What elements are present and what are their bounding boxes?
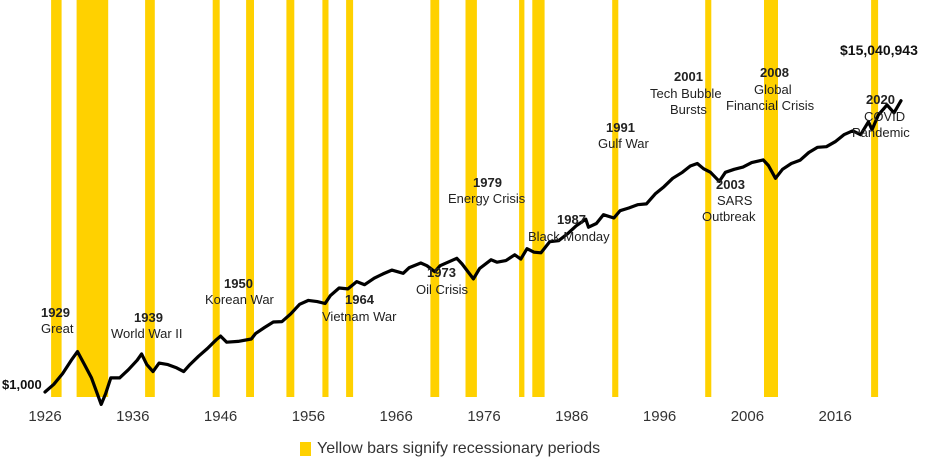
annotation-1979: 1979 Energy Crisis [448,175,526,206]
annotation-text: Korean War [205,292,275,307]
end-value-label: $15,040,943 [840,42,918,58]
annotation-1950: 1950 Korean War [205,276,275,307]
x-tick-label: 2006 [731,408,764,425]
x-tick-label: 1976 [467,408,500,425]
recession-bar [519,0,525,397]
annotation-year: 2020 [866,92,895,107]
recession-bar [286,0,295,397]
recession-bar [212,0,220,397]
annotation-text: Bursts [670,102,707,117]
annotation-2003: 2003 SARS Outbreak [702,177,756,224]
annotation-2001: 2001 Tech Bubble Bursts [650,69,722,117]
series-line [43,99,903,406]
annotation-year: 2003 [716,177,745,192]
annotation-year: 1950 [224,276,253,291]
annotation-text: Vietnam War [322,309,397,324]
x-tick-label: 1946 [204,408,237,425]
recession-bar [612,0,619,397]
annotation-2008: 2008 Global Financial Crisis [726,65,815,113]
x-tick-label: 2016 [819,408,852,425]
annotation-1929: 1929 Great [41,305,74,336]
annotation-year: 1987 [557,212,586,227]
x-axis-ticks: 1926 1936 1946 1956 1966 1976 1986 1996 2006 2016 [28,408,852,425]
annotation-year: 1973 [427,265,456,280]
legend-text: Yellow bars signify recessionary periods [317,440,601,457]
annotation-text: Financial Crisis [726,98,815,113]
annotation-text: Outbreak [702,209,756,224]
annotation-1939: 1939 World War II [111,310,183,341]
x-tick-label: 1936 [116,408,149,425]
chart: 1926 1936 1946 1956 1966 1976 1986 1996 2006 2016… [2,0,918,425]
x-tick-label: 1996 [643,408,676,425]
recession-bars [51,0,879,397]
annotation-text: Gulf War [598,136,649,151]
annotation-1964: 1964 Vietnam War [322,292,397,324]
x-tick-label: 1926 [28,408,61,425]
recession-bar [246,0,254,397]
annotation-year: 2008 [760,65,789,80]
annotation-1991: 1991 Gulf War [598,120,649,151]
annotation-year: 2001 [674,69,703,84]
recession-bar [532,0,545,397]
start-value-label: $1,000 [2,377,42,392]
annotation-1987: 1987 Black Monday [528,212,610,244]
x-tick-label: 1956 [292,408,325,425]
annotation-text: Energy Crisis [448,191,526,206]
legend-swatch [300,442,311,456]
annotation-text: Pandemic [852,125,910,140]
recession-bar [705,0,712,397]
recession-bar [145,0,155,397]
recession-bar [346,0,354,397]
annotation-text: Black Monday [528,229,610,244]
annotation-year: 1979 [473,175,502,190]
recession-bar [871,0,879,397]
annotation-year: 1939 [134,310,163,325]
recession-bar [764,0,778,397]
annotation-text: World War II [111,326,183,341]
recession-bar [51,0,62,397]
annotation-text: Global [754,82,792,97]
x-tick-label: 1966 [380,408,413,425]
recession-bar [322,0,329,397]
annotation-1973: 1973 Oil Crisis [416,265,468,297]
annotation-text: SARS [717,193,753,208]
annotation-2020: 2020 COVID Pandemic [852,92,910,140]
annotation-year: 1991 [606,120,635,135]
x-tick-label: 1986 [555,408,588,425]
annotation-year: 1929 [41,305,70,320]
annotation-text: COVID [864,109,905,124]
legend: Yellow bars signify recessionary periods [300,440,600,458]
recession-bar [76,0,109,397]
annotation-year: 1964 [345,292,375,307]
recession-bar [465,0,477,397]
annotation-text: Great [41,321,74,336]
annotation-text: Tech Bubble [650,86,722,101]
annotation-text: Oil Crisis [416,282,468,297]
recession-bar [430,0,440,397]
